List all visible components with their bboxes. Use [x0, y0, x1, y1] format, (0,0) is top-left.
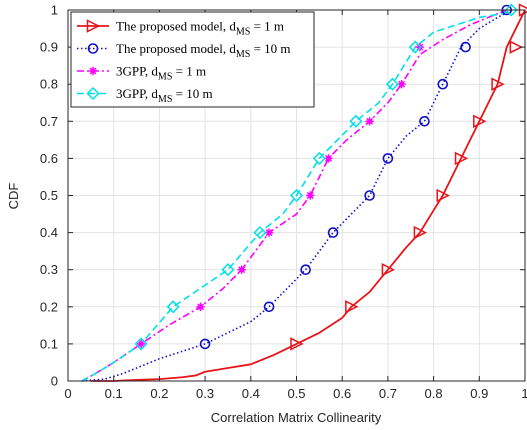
- legend-text-main: 3GPP, d: [116, 64, 158, 79]
- y-tick-label: 0.3: [40, 262, 58, 277]
- legend-text-main: The proposed model, d: [116, 41, 236, 56]
- marker-3gpp-10m: [166, 300, 180, 314]
- series-line-3gpp-1m: [81, 9, 508, 382]
- x-tick-label: 0.3: [196, 386, 214, 401]
- legend-label-proposed-1m: The proposed model, dMS = 1 m: [116, 19, 284, 38]
- marker-proposed-10m: [364, 190, 375, 201]
- marker-3gpp-10m: [289, 188, 304, 203]
- y-tick-label: 0.4: [40, 225, 58, 240]
- marker-proposed-1m: [454, 151, 469, 166]
- marker-3gpp-1m: [365, 117, 374, 126]
- marker-3gpp-10m: [504, 3, 518, 17]
- y-tick-label: 1: [51, 3, 58, 18]
- legend-text-tail: = 10 m: [172, 86, 212, 101]
- legend-text-subscript: MS: [236, 27, 250, 38]
- series-lines: [81, 9, 526, 382]
- marker-proposed-10m: [460, 41, 471, 53]
- marker-proposed-10m: [437, 78, 449, 90]
- marker-proposed-10m: [199, 338, 211, 350]
- marker-proposed-10m: [327, 227, 339, 238]
- y-tick-label: 0.9: [40, 40, 58, 55]
- y-tick-label: 0: [51, 374, 58, 389]
- marker-proposed-1m: [491, 77, 505, 91]
- marker-3gpp-1m: [196, 302, 205, 311]
- x-tick-label: 0.9: [470, 386, 488, 401]
- x-axis-title: Correlation Matrix Collinearity: [211, 410, 382, 425]
- marker-3gpp-10m: [408, 40, 422, 54]
- marker-proposed-1m: [345, 300, 359, 314]
- marker-3gpp-10m: [385, 77, 400, 91]
- marker-3gpp-1m: [264, 228, 274, 237]
- marker-proposed-10m: [382, 153, 394, 164]
- legend-marker-proposed-10m: [87, 43, 99, 54]
- x-tick-label: 0.8: [425, 386, 443, 401]
- marker-proposed-1m: [381, 262, 396, 277]
- marker-proposed-1m: [509, 40, 524, 54]
- legend-label-proposed-10m: The proposed model, dMS = 10 m: [116, 41, 291, 60]
- x-tick-label: 0.4: [242, 386, 260, 401]
- marker-3gpp-10m: [221, 263, 235, 277]
- x-tick-label: 0: [64, 386, 71, 401]
- marker-3gpp-1m: [136, 339, 146, 349]
- legend-text-tail: = 1 m: [172, 64, 206, 79]
- y-tick-label: 0.5: [40, 188, 58, 203]
- y-tick-label: 0.8: [40, 77, 58, 92]
- marker-3gpp-1m: [306, 191, 315, 200]
- legend-text-tail: = 1 m: [250, 19, 284, 34]
- series-line-proposed-1m: [90, 9, 526, 382]
- x-tick-label: 0.2: [150, 386, 168, 401]
- y-tick-label: 0.6: [40, 151, 58, 166]
- marker-3gpp-10m: [312, 151, 326, 165]
- x-tick-label: 0.1: [105, 386, 123, 401]
- legend-text-tail: = 10 m: [250, 41, 290, 56]
- marker-proposed-10m: [419, 116, 430, 127]
- legend-text-main: 3GPP, d: [116, 86, 158, 101]
- y-tick-label: 0.7: [40, 114, 58, 129]
- marker-proposed-1m: [473, 114, 487, 129]
- legend-label-3gpp-1m: 3GPP, dMS = 1 m: [116, 64, 206, 83]
- marker-3gpp-10m: [253, 226, 267, 240]
- x-tick-label: 0.7: [379, 386, 397, 401]
- series-markers: [134, 3, 527, 351]
- y-tick-label: 0.1: [40, 336, 58, 351]
- legend-text-subscript: MS: [158, 94, 172, 105]
- legend-text-subscript: MS: [236, 49, 250, 60]
- legend-marker-proposed-1m: [86, 19, 101, 33]
- legend-marker-3gpp-10m: [86, 86, 100, 101]
- x-tick-label: 0.5: [287, 386, 305, 401]
- legend-text-subscript: MS: [158, 72, 172, 83]
- y-axis-title: CDF: [6, 183, 21, 210]
- marker-proposed-1m: [436, 188, 450, 203]
- axis-ticks: 0 0.1 0.2 0.3 0.4 0.5 0.6 0.7 0.8 0.9 1 0 0.1 0.2 0.3 0…: [40, 3, 527, 402]
- x-tick-label: 1: [521, 386, 527, 401]
- legend-marker-3gpp-1m: [88, 66, 98, 76]
- marker-3gpp-1m: [237, 265, 246, 274]
- marker-3gpp-1m: [397, 80, 406, 89]
- legend-box: [70, 11, 315, 108]
- marker-proposed-1m: [413, 225, 428, 240]
- marker-3gpp-10m: [134, 337, 148, 351]
- marker-3gpp-10m: [349, 114, 363, 128]
- marker-proposed-10m: [300, 264, 311, 276]
- marker-proposed-1m: [290, 337, 304, 351]
- legend-label-3gpp-10m: 3GPP, dMS = 10 m: [116, 86, 213, 105]
- legend-text-main: The proposed model, d: [116, 19, 236, 34]
- series-line-3gpp-10m: [81, 9, 512, 382]
- marker-proposed-10m: [263, 301, 275, 313]
- series-line-proposed-10m: [81, 9, 512, 382]
- x-tick-label: 0.6: [333, 386, 351, 401]
- y-tick-label: 0.2: [40, 299, 58, 314]
